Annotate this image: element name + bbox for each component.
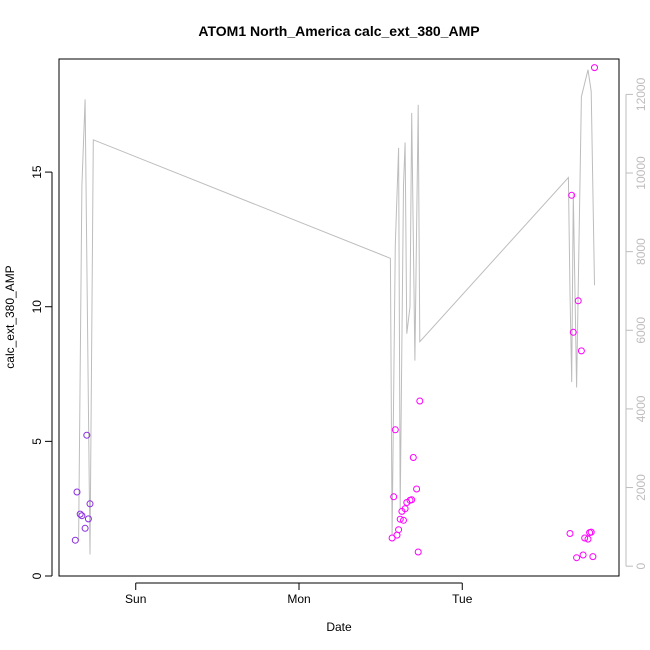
- right-tick-label: 2000: [634, 474, 648, 501]
- data-point: [71, 536, 79, 544]
- data-point: [73, 488, 81, 496]
- data-point: [76, 510, 84, 518]
- series-line: [78, 69, 595, 555]
- data-point: [396, 515, 404, 523]
- right-tick-label: 10000: [634, 156, 648, 190]
- left-y-axis: 0 5 10 15: [30, 165, 53, 579]
- right-tick-label: 12000: [634, 77, 648, 111]
- data-point: [391, 426, 399, 434]
- data-point: [577, 347, 585, 355]
- left-tick-label: 10: [30, 300, 44, 314]
- x-axis-label: Date: [326, 620, 352, 634]
- data-point: [589, 553, 597, 561]
- data-point: [581, 534, 589, 542]
- data-point: [416, 397, 424, 405]
- scatter-points-layer: [71, 64, 598, 562]
- data-point: [568, 191, 576, 199]
- data-point: [414, 548, 422, 556]
- right-tick-label: 0: [634, 563, 648, 570]
- x-axis: Sun Mon Tue: [125, 582, 473, 606]
- x-tick-label: Mon: [287, 592, 310, 606]
- data-point: [591, 64, 598, 72]
- data-point: [401, 505, 409, 513]
- data-point: [569, 328, 577, 336]
- left-tick-label: 0: [30, 572, 44, 579]
- right-tick-label: 4000: [634, 395, 648, 422]
- data-point: [566, 530, 574, 537]
- left-tick-label: 5: [30, 438, 44, 445]
- right-y-axis: 0 2000 4000 6000 8000 10000 12000: [625, 77, 648, 570]
- data-point: [83, 431, 91, 439]
- data-point: [574, 297, 582, 305]
- data-point: [584, 535, 592, 543]
- data-point: [86, 500, 94, 508]
- data-point: [78, 512, 86, 520]
- data-point: [587, 528, 595, 536]
- data-point: [395, 526, 403, 534]
- data-point: [579, 551, 587, 559]
- right-tick-label: 8000: [634, 238, 648, 265]
- x-tick-label: Sun: [125, 592, 146, 606]
- right-tick-label: 6000: [634, 317, 648, 344]
- y-axis-label: calc_ext_380_AMP: [3, 265, 17, 368]
- data-point: [81, 524, 89, 532]
- data-point: [408, 496, 416, 504]
- data-point: [390, 493, 398, 501]
- x-tick-label: Tue: [452, 592, 473, 606]
- data-point: [413, 485, 421, 493]
- data-point: [573, 554, 581, 562]
- plot-frame: [58, 58, 620, 577]
- line-series-layer: [78, 69, 595, 555]
- data-point: [84, 515, 92, 523]
- data-point: [400, 516, 407, 524]
- left-tick-label: 15: [30, 165, 44, 179]
- data-point: [409, 454, 417, 461]
- chart-title: ATOM1 North_America calc_ext_380_AMP: [198, 23, 479, 39]
